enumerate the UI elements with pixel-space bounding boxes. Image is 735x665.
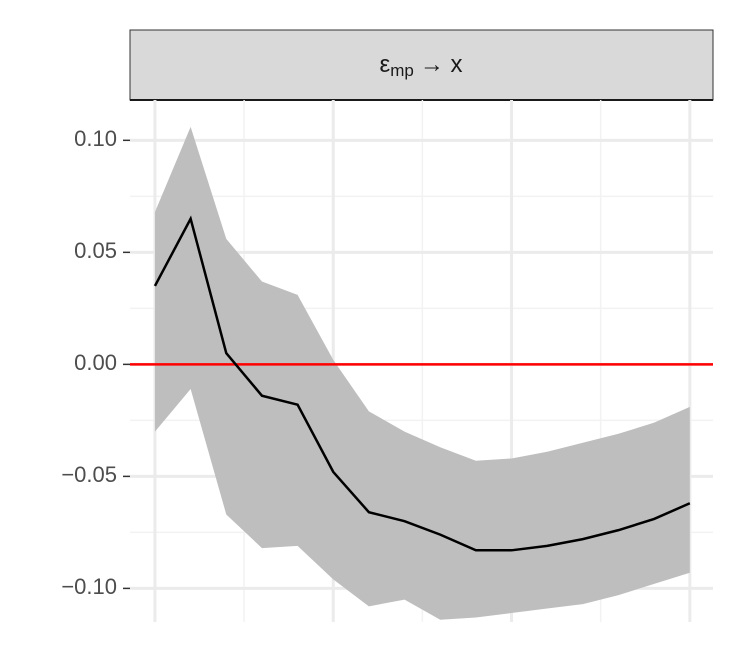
strip-title: εmp → x [380,51,463,80]
y-tick-label: −0.05 [61,462,117,487]
strip [129,29,714,101]
y-tick-label: 0.10 [74,126,117,151]
y-tick-label: −0.10 [61,574,117,599]
y-tick-label: 0.05 [74,238,117,263]
title-symbol: ε [380,51,391,78]
title-subscript: mp [390,61,414,80]
y-tick-label: 0.00 [74,350,117,375]
confidence-band [154,126,690,620]
response-line [153,215,691,552]
title-rest: → x [420,51,463,78]
panel: −0.10 −0.05 0.00 0.05 0.10 [61,100,713,622]
